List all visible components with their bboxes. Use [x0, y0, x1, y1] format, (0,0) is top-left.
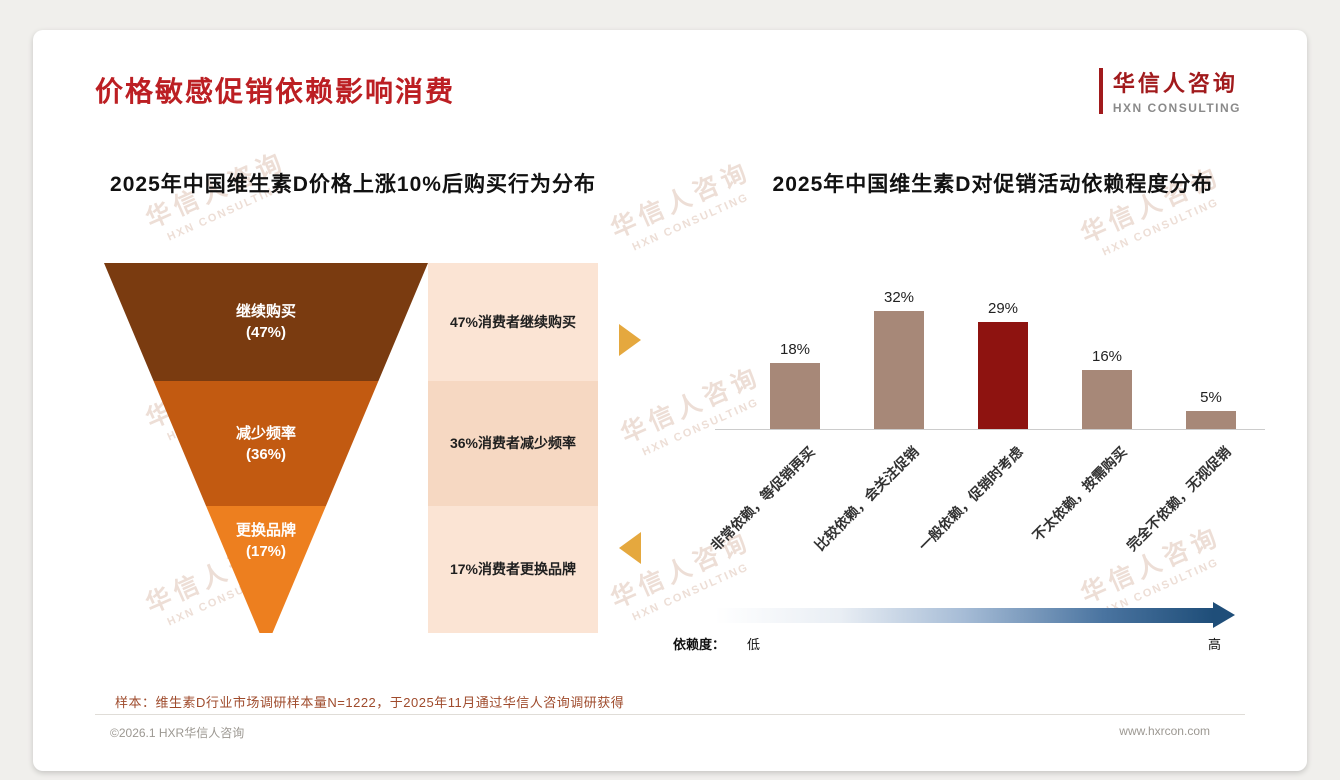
page-title: 价格敏感促销依赖影响消费: [95, 76, 456, 107]
funnel-annotations: 47%消费者继续购买 36%消费者减少频率 17%消费者更换品牌: [428, 263, 598, 633]
bar-column: 18%: [765, 341, 825, 429]
dependency-gradient-arrow: [715, 602, 1235, 628]
footer-url: www.hxrcon.com: [1119, 724, 1210, 738]
logo-bar-icon: [1098, 67, 1103, 114]
funnel-level-label: 减少频率 (36%): [236, 423, 296, 465]
dependency-scale-low: 低: [747, 637, 761, 652]
funnel-chart-title: 2025年中国维生素D价格上涨10%后购买行为分布: [110, 173, 596, 196]
funnel-level-name: 更换品牌: [235, 522, 296, 539]
logo-subtitle: HXN CONSULTING: [1112, 101, 1241, 115]
x-tick-label: 完全不依赖，无视促销: [1123, 443, 1234, 554]
dependency-scale-labels: 依赖度： 低 高: [673, 634, 1221, 653]
bar-chart: 18% 32% 29% 16% 5%: [715, 270, 1265, 430]
gradient-arrowhead-icon: [1213, 602, 1235, 628]
funnel-level-switch: 更换品牌 (17%): [206, 506, 326, 633]
funnel-level-label: 继续购买 (47%): [236, 301, 296, 343]
x-tick-label: 非常依赖，等促销再买: [707, 443, 818, 554]
logo-name: 华信人咨询: [1112, 71, 1238, 96]
funnel-annotation-text: 47%消费者继续购买: [449, 313, 577, 330]
funnel-annotation-row: 17%消费者更换品牌: [428, 506, 598, 633]
bar: [1186, 411, 1236, 429]
bar-column: 5%: [1181, 389, 1241, 429]
footer-divider: [95, 714, 1245, 715]
bar-value-label: 32%: [883, 289, 915, 306]
bar-value-label: 16%: [1091, 348, 1123, 365]
bar-value-label: 5%: [1200, 389, 1222, 406]
logo: 华信人咨询 HXN CONSULTING: [1098, 66, 1241, 115]
funnel-level-pct: (17%): [245, 543, 286, 560]
funnel-level-reduce: 减少频率 (36%): [153, 381, 379, 506]
dependency-scale-title: 依赖度：: [673, 637, 726, 652]
funnel-level-label: 更换品牌 (17%): [236, 520, 296, 562]
funnel-annotation-text: 36%消费者减少频率: [449, 435, 577, 452]
funnel-annotation-text: 17%消费者更换品牌: [449, 561, 577, 578]
bar: [1082, 370, 1132, 429]
bar-chart-title: 2025年中国维生素D对促销活动依赖程度分布: [772, 173, 1214, 196]
funnel-level-continue: 继续购买 (47%): [104, 263, 428, 381]
funnel-annotation-row: 47%消费者继续购买: [428, 263, 598, 381]
sample-note: 样本：维生素D行业市场调研样本量N=1222，于2025年11月通过华信人咨询调…: [115, 695, 625, 710]
x-tick-label: 一般依赖，促销时考虑: [915, 443, 1026, 554]
funnel-level-pct: (47%): [245, 324, 286, 341]
bar: [874, 311, 924, 429]
gradient-bar: [715, 607, 1213, 623]
funnel-level-name: 继续购买: [235, 303, 296, 320]
x-tick-label: 不太依赖，按需购买: [1029, 443, 1130, 544]
funnel-annotation-row: 36%消费者减少频率: [428, 381, 598, 506]
footer-copyright: ©2026.1 HXR华信人咨询: [110, 726, 245, 740]
bar-column: 32%: [869, 289, 929, 429]
bar-column: 16%: [1077, 348, 1137, 429]
funnel-level-name: 减少频率: [235, 424, 296, 442]
bar-highlight: [978, 322, 1028, 429]
bar: [770, 363, 820, 429]
dependency-scale-high: 高: [1207, 637, 1221, 652]
footer: ©2026.1 HXR华信人咨询 www.hxrcon.com: [110, 724, 1210, 741]
funnel-level-pct: (36%): [245, 445, 286, 463]
arrow-left-icon: [619, 532, 641, 564]
arrow-right-icon: [619, 324, 641, 356]
bar-value-label: 29%: [987, 300, 1019, 317]
bar-value-label: 18%: [779, 341, 811, 358]
logo-text: 华信人咨询 HXN CONSULTING: [1113, 66, 1241, 115]
bar-column: 29%: [973, 300, 1033, 429]
slide-card: 华信人咨询 HXN CONSULTING 华信人咨询 HXN CONSULTING 华信…: [33, 30, 1307, 771]
funnel-chart: 继续购买 (47%) 减少频率 (36%) 更换品牌 (17%): [104, 263, 428, 633]
x-tick-label: 比较依赖，会关注促销: [811, 443, 922, 554]
